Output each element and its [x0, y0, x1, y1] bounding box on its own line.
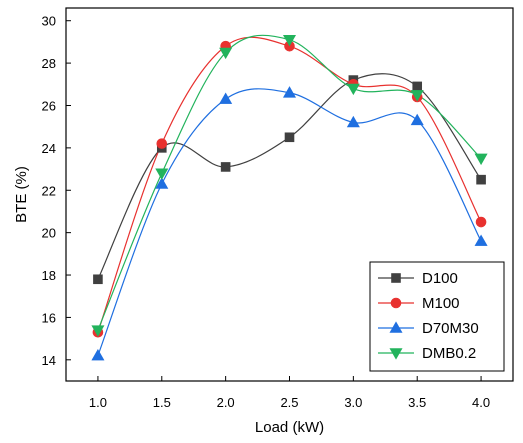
legend-marker-d70m30 — [389, 321, 403, 333]
y-axis-title: BTE (%) — [13, 166, 30, 223]
data-point-d100 — [284, 132, 295, 143]
y-tick-label: 14 — [42, 353, 56, 368]
y-tick-label: 24 — [42, 141, 56, 156]
y-tick-label: 28 — [42, 56, 56, 71]
legend-label-dmb0-2: DMB0.2 — [422, 345, 476, 362]
x-axis-title: Load (kW) — [255, 419, 324, 436]
data-point-dmb0-2 — [410, 90, 424, 102]
data-point-d100 — [412, 81, 423, 92]
y-tick-label: 16 — [42, 310, 56, 325]
legend-marker-dmb0-2 — [389, 348, 403, 360]
x-tick-label: 1.5 — [153, 395, 171, 410]
data-point-d100 — [220, 162, 231, 172]
x-tick-label: 3.0 — [344, 395, 362, 410]
data-point-dmb0-2 — [155, 168, 169, 180]
data-point-m100 — [475, 216, 487, 228]
data-point-dmb0-2 — [219, 47, 233, 60]
legend: D100 M100 D70M30 DMB0.2 — [369, 261, 505, 372]
series-markers — [91, 34, 488, 361]
legend-marker-m100 — [390, 297, 402, 309]
data-point-d70m30 — [410, 113, 424, 126]
data-point-dmb0-2 — [282, 34, 297, 47]
data-point-dmb0-2 — [346, 83, 360, 96]
x-tick-label: 3.5 — [408, 395, 426, 410]
ticks: 1.0 1.5 2.0 2.5 3.0 3.5 4.0 14 16 18 20 22 24 26 28 30 — [42, 14, 491, 410]
data-point-dmb0-2 — [474, 153, 488, 166]
x-tick-label: 2.0 — [217, 395, 235, 410]
data-point-d70m30 — [155, 177, 169, 189]
legend-label-m100: M100 — [422, 295, 460, 312]
data-point-d70m30 — [219, 92, 233, 104]
legend-marker-d100 — [391, 273, 401, 283]
y-tick-label: 18 — [42, 268, 56, 283]
y-tick-label: 22 — [42, 183, 56, 198]
y-tick-label: 30 — [42, 14, 56, 29]
data-point-d70m30 — [474, 234, 488, 246]
legend-label-d70m30: D70M30 — [422, 320, 479, 337]
legend-label-d100: D100 — [422, 270, 458, 287]
x-tick-label: 4.0 — [472, 395, 490, 410]
x-tick-label: 1.0 — [89, 395, 107, 410]
data-point-dmb0-2 — [91, 325, 105, 337]
data-point-d70m30 — [346, 115, 360, 128]
y-tick-label: 26 — [42, 98, 56, 113]
data-point-d100 — [476, 174, 486, 185]
data-point-d70m30 — [282, 86, 297, 98]
data-point-d70m30 — [91, 348, 105, 361]
data-point-m100 — [156, 138, 168, 149]
y-tick-label: 20 — [42, 226, 56, 241]
data-point-d100 — [93, 274, 103, 285]
x-tick-label: 2.5 — [280, 395, 298, 410]
